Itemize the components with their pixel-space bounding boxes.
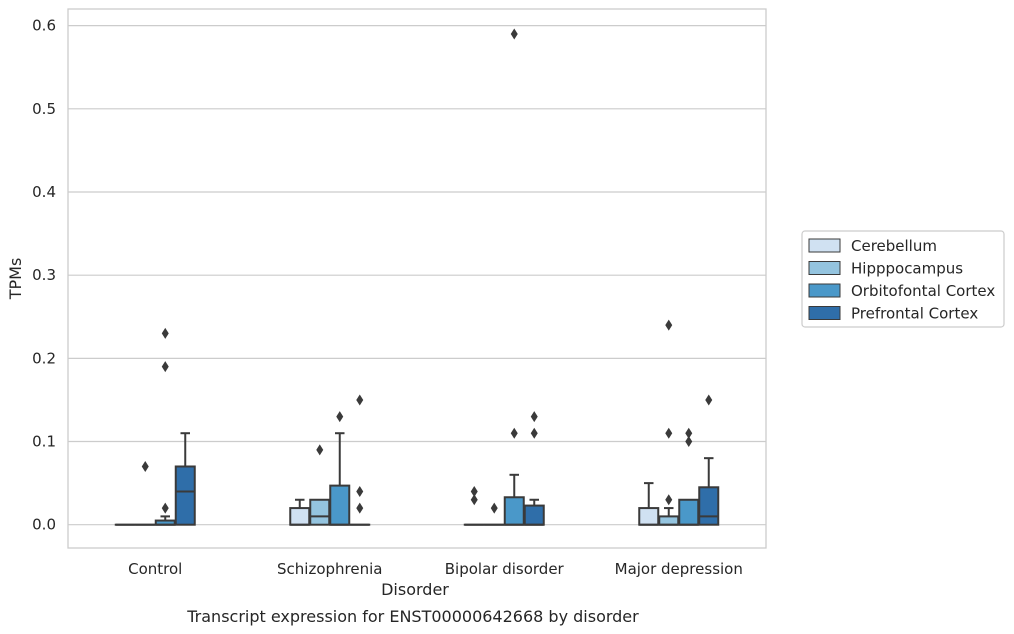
outlier-point <box>685 436 693 448</box>
outlier-point <box>356 485 364 497</box>
y-tick-label: 0.1 <box>32 433 56 451</box>
box-body <box>503 496 525 526</box>
box-body <box>678 498 700 526</box>
chart-title: Transcript expression for ENST0000064266… <box>186 607 639 626</box>
outlier-point <box>470 485 478 497</box>
box-hipppocampus <box>134 460 156 526</box>
outlier-point <box>161 361 169 373</box>
box-body <box>174 465 196 526</box>
x-tick-label: Control <box>128 560 182 578</box>
outlier-point <box>161 502 169 514</box>
box-cerebellum <box>289 498 311 526</box>
y-tick-label: 0.0 <box>32 516 56 534</box>
y-tick-label: 0.5 <box>32 100 56 118</box>
box-prefrontal-cortex <box>174 432 196 526</box>
box-orbitofontal-cortex <box>503 28 525 526</box>
outlier-point <box>490 502 498 514</box>
outlier-point <box>665 494 673 506</box>
outlier-point <box>510 28 518 40</box>
outlier-point <box>685 427 693 439</box>
box-body <box>309 498 331 526</box>
outlier-point <box>470 494 478 506</box>
outlier-point <box>161 327 169 339</box>
box-body <box>638 507 660 526</box>
y-tick-label: 0.4 <box>32 183 56 201</box>
x-axis-label: Disorder <box>381 580 449 599</box>
outlier-point <box>141 460 149 472</box>
grid-lines <box>68 25 766 526</box>
box-prefrontal-cortex <box>698 394 720 526</box>
legend: Cerebellum Hipppocampus Orbitofontal Corte… <box>801 230 1005 328</box>
box-hipppocampus <box>309 444 331 526</box>
legend-swatch <box>808 261 841 275</box>
x-axis-ticks: Control Schizophrenia Bipolar disorder Majo… <box>128 560 743 578</box>
x-tick-label: Bipolar disorder <box>445 560 565 578</box>
outlier-point <box>356 502 364 514</box>
box-hipppocampus <box>658 319 680 526</box>
box-cerebellum <box>638 482 660 526</box>
box-body <box>289 507 311 526</box>
plot-frame <box>67 8 767 549</box>
outlier-point <box>316 444 324 456</box>
box-prefrontal-cortex <box>349 394 371 526</box>
outlier-point <box>665 427 673 439</box>
outlier-point <box>705 394 713 406</box>
outlier-point <box>356 394 364 406</box>
x-tick-label: Schizophrenia <box>277 560 382 578</box>
legend-swatch <box>808 238 841 253</box>
box-orbitofontal-cortex <box>154 327 176 526</box>
x-tick-label: Major depression <box>615 560 743 578</box>
y-tick-label: 0.2 <box>32 349 56 367</box>
box-series <box>114 28 720 526</box>
legend-swatch <box>808 306 841 320</box>
box-prefrontal-cortex <box>523 411 545 526</box>
box-orbitofontal-cortex <box>678 427 700 526</box>
y-axis-label: TPMs <box>6 258 25 301</box>
legend-label: Hipppocampus <box>851 260 963 278</box>
box-body <box>523 504 545 526</box>
box-body <box>329 484 351 526</box>
legend-label: Cerebellum <box>851 237 937 255</box>
legend-label: Prefrontal Cortex <box>851 305 978 323</box>
y-tick-label: 0.3 <box>32 266 56 284</box>
y-tick-label: 0.6 <box>32 17 56 35</box>
box-body <box>698 486 720 526</box>
y-axis-ticks: 0.0 0.1 0.2 0.3 0.4 0.5 0.6 <box>32 17 56 534</box>
outlier-point <box>510 427 518 439</box>
outlier-point <box>665 319 673 331</box>
box-body <box>658 515 680 526</box>
legend-frame <box>801 230 1005 328</box>
outlier-point <box>336 411 344 423</box>
outlier-point <box>530 411 538 423</box>
outlier-point <box>530 427 538 439</box>
box-cerebellum <box>463 485 485 526</box>
legend-label: Orbitofontal Cortex <box>851 282 995 300</box>
legend-swatch <box>808 283 841 298</box>
box-orbitofontal-cortex <box>329 411 351 526</box>
box-hipppocampus <box>483 502 505 526</box>
